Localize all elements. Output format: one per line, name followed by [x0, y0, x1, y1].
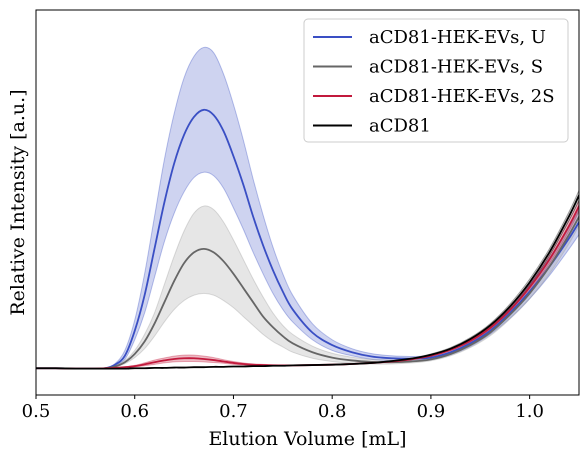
legend-label: aCD81-HEK-EVs, U: [369, 27, 546, 48]
series-lines: [36, 108, 579, 370]
x-axis-label: Elution Volume [mL]: [208, 428, 406, 450]
legend-label: aCD81-HEK-EVs, S: [369, 57, 543, 78]
x-tick-label: 0.9: [417, 401, 446, 422]
series-band: [36, 190, 579, 370]
legend: aCD81-HEK-EVs, U aCD81-HEK-EVs, S aCD81-HE…: [303, 18, 569, 143]
series-line: [36, 108, 579, 370]
legend-label: aCD81: [369, 116, 431, 137]
series-line: [36, 215, 579, 370]
series-band: [36, 46, 579, 370]
legend-box: [303, 18, 569, 143]
x-tick-label: 0.6: [120, 401, 149, 422]
series-line: [36, 205, 579, 370]
plot-frame: [35, 9, 580, 396]
series-band: [36, 205, 579, 370]
series-line: [36, 194, 579, 370]
x-tick-label: 0.8: [318, 401, 347, 422]
y-axis-label: Relative Intensity [a.u.]: [7, 89, 29, 315]
legend-label: aCD81-HEK-EVs, 2S: [369, 86, 555, 107]
x-axis-ticks: 0.5 0.6 0.7 0.8 0.9 1.0: [22, 395, 544, 422]
x-tick-label: 0.7: [219, 401, 248, 422]
x-tick-label: 0.5: [22, 401, 51, 422]
series-band: [36, 200, 579, 370]
x-tick-label: 1.0: [515, 401, 544, 422]
